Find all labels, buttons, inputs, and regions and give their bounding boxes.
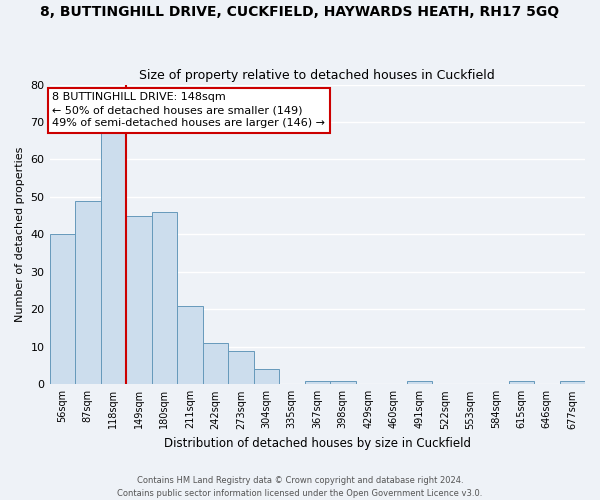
Bar [305, 380, 330, 384]
Bar [50, 234, 75, 384]
Title: Size of property relative to detached houses in Cuckfield: Size of property relative to detached ho… [139, 69, 495, 82]
Bar [228, 350, 254, 384]
Bar [177, 306, 203, 384]
Y-axis label: Number of detached properties: Number of detached properties [15, 146, 25, 322]
Bar [75, 200, 101, 384]
Bar [203, 343, 228, 384]
Bar [126, 216, 152, 384]
Bar [101, 134, 126, 384]
Bar [407, 380, 432, 384]
Bar [330, 380, 356, 384]
Text: 8 BUTTINGHILL DRIVE: 148sqm
← 50% of detached houses are smaller (149)
49% of se: 8 BUTTINGHILL DRIVE: 148sqm ← 50% of det… [52, 92, 325, 128]
Text: 8, BUTTINGHILL DRIVE, CUCKFIELD, HAYWARDS HEATH, RH17 5GQ: 8, BUTTINGHILL DRIVE, CUCKFIELD, HAYWARD… [40, 5, 560, 19]
Bar [560, 380, 585, 384]
Bar [509, 380, 534, 384]
Bar [254, 370, 279, 384]
X-axis label: Distribution of detached houses by size in Cuckfield: Distribution of detached houses by size … [164, 437, 471, 450]
Bar [152, 212, 177, 384]
Text: Contains HM Land Registry data © Crown copyright and database right 2024.
Contai: Contains HM Land Registry data © Crown c… [118, 476, 482, 498]
